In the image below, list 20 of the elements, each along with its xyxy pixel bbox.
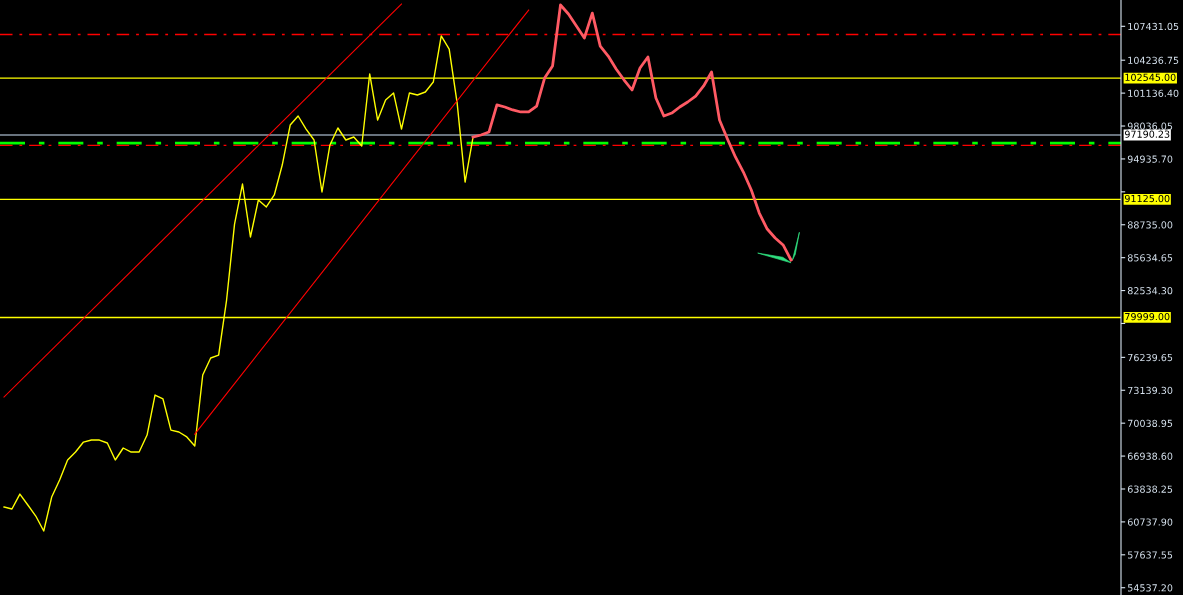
ref-line-label: 97190.23 [1124,130,1170,138]
y-tick-label: 82534.30 [1127,287,1173,295]
y-tick-label: 60737.90 [1127,518,1173,526]
y-tick-label: 54537.20 [1127,584,1173,592]
ref-line-label: 102545.00 [1125,73,1176,81]
y-tick-label: 107431.05 [1128,22,1179,31]
y-tick-label: 94935.70 [1127,155,1173,163]
y-tick-label: 104236.75 [1128,56,1179,64]
y-tick-label: 66938.60 [1127,452,1173,460]
y-tick-label: 57637.55 [1127,551,1173,559]
ref-line-label: 91125.00 [1124,194,1170,203]
y-tick-label: 85634.65 [1127,254,1173,262]
y-tick-label: 73139.30 [1128,386,1173,395]
y-tick-label: 70038.95 [1128,419,1173,427]
y-tick-label: 101136.40 [1128,89,1179,97]
y-tick-label: 88735.00 [1127,221,1173,229]
y-tick-label: 76239.65 [1128,353,1173,362]
ref-line-label: 79999.00 [1125,313,1170,321]
y-tick-label: 63838.25 [1127,485,1173,493]
y-tick-label: 98036.05 [1127,122,1173,130]
